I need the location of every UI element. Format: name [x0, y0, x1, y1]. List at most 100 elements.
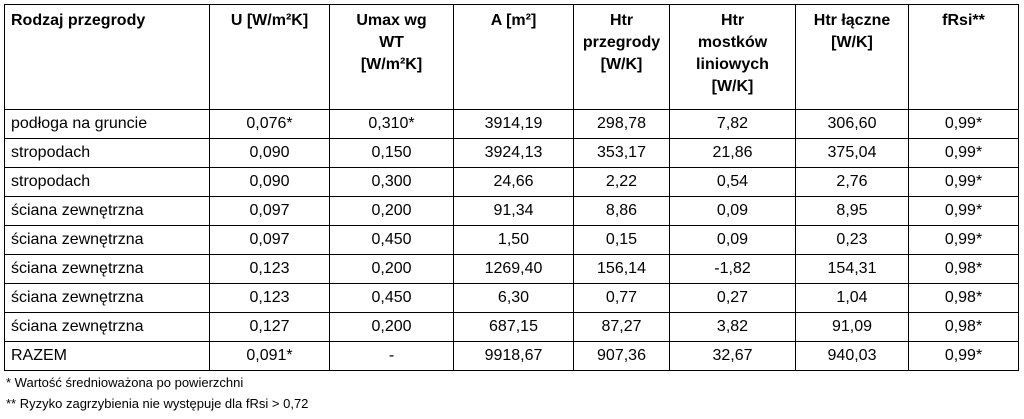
cell-a: 91,34	[453, 196, 574, 226]
cell-u: 0,123	[209, 254, 330, 284]
cell-frsi: 0,99*	[908, 196, 1019, 226]
cell-umax: 0,200	[329, 196, 454, 226]
header-line: [W/m²K]	[360, 56, 423, 73]
header-rodzaj-przegrody: Rodzaj przegrody	[4, 4, 210, 110]
cell-umax: 0,300	[329, 167, 454, 197]
header-frsi: fRsi**	[908, 4, 1019, 110]
cell-htr-przegrody: 8,86	[573, 196, 670, 226]
cell-u: 0,123	[209, 283, 330, 313]
cell-htr-mostkow: 0,09	[669, 196, 796, 226]
table-row: ściana zewnętrzna 0,097 0,200 91,34 8,86…	[4, 196, 1019, 226]
table-row-total: RAZEM 0,091* - 9918,67 907,36 32,67 940,…	[4, 341, 1019, 371]
cell-a: 24,66	[453, 167, 574, 197]
header-line: Htr	[609, 12, 634, 29]
cell-htr-mostkow: 21,86	[669, 138, 796, 168]
cell-u: 0,090	[209, 138, 330, 168]
cell-u: 0,127	[209, 312, 330, 342]
table-row: ściana zewnętrzna 0,123 0,200 1269,40 15…	[4, 254, 1019, 284]
cell-frsi: 0,98*	[908, 254, 1019, 284]
cell-htr-laczne: 8,95	[795, 196, 909, 226]
cell-htr-laczne: 0,23	[795, 225, 909, 255]
cell-htr-mostkow: 32,67	[669, 341, 796, 371]
cell-u: 0,097	[209, 196, 330, 226]
cell-a: 1,50	[453, 225, 574, 255]
cell-rodzaj: ściana zewnętrzna	[4, 196, 210, 226]
cell-frsi: 0,99*	[908, 109, 1019, 139]
footnote-weighted-average: * Wartość średnioważona po powierzchni	[6, 375, 244, 390]
cell-rodzaj: ściana zewnętrzna	[4, 225, 210, 255]
cell-htr-mostkow: 0,09	[669, 225, 796, 255]
table-row: ściana zewnętrzna 0,097 0,450 1,50 0,15 …	[4, 225, 1019, 255]
cell-frsi: 0,98*	[908, 283, 1019, 313]
cell-htr-przegrody: 156,14	[573, 254, 670, 284]
thermal-partitions-table: Rodzaj przegrody U [W/m²K] Umax wg WT [W…	[4, 4, 1019, 371]
header-line: A [m²]	[490, 12, 537, 29]
cell-htr-przegrody: 87,27	[573, 312, 670, 342]
table-row: ściana zewnętrzna 0,123 0,450 6,30 0,77 …	[4, 283, 1019, 313]
cell-htr-mostkow: -1,82	[669, 254, 796, 284]
header-line: [W/K]	[831, 34, 873, 51]
cell-frsi: 0,99*	[908, 167, 1019, 197]
header-row: Rodzaj przegrody U [W/m²K] Umax wg WT [W…	[4, 4, 1019, 110]
cell-rodzaj: ściana zewnętrzna	[4, 283, 210, 313]
cell-umax: 0,310*	[329, 109, 454, 139]
header-u: U [W/m²K]	[209, 4, 330, 110]
cell-rodzaj: ściana zewnętrzna	[4, 254, 210, 284]
cell-umax: 0,200	[329, 312, 454, 342]
cell-umax: 0,450	[329, 225, 454, 255]
cell-a: 1269,40	[453, 254, 574, 284]
table-row: stropodach 0,090 0,300 24,66 2,22 0,54 2…	[4, 167, 1019, 197]
cell-htr-przegrody: 907,36	[573, 341, 670, 371]
cell-a: 9918,67	[453, 341, 574, 371]
cell-htr-przegrody: 2,22	[573, 167, 670, 197]
header-line: WT	[379, 34, 404, 51]
table-row: podłoga na gruncie 0,076* 0,310* 3914,19…	[4, 109, 1019, 139]
cell-umax: 0,150	[329, 138, 454, 168]
cell-rodzaj: stropodach	[4, 167, 210, 197]
header-line: mostków	[697, 34, 768, 51]
cell-a: 3924,13	[453, 138, 574, 168]
header-line: [W/K]	[600, 56, 643, 73]
header-line: Htr łączne	[813, 12, 891, 29]
cell-frsi: 0,98*	[908, 312, 1019, 342]
cell-htr-laczne: 154,31	[795, 254, 909, 284]
header-line: Htr	[720, 12, 745, 29]
cell-a: 687,15	[453, 312, 574, 342]
header-line: przegrody	[582, 34, 661, 51]
header-line: Umax wg	[356, 12, 427, 29]
cell-htr-przegrody: 298,78	[573, 109, 670, 139]
cell-htr-mostkow: 7,82	[669, 109, 796, 139]
cell-htr-laczne: 375,04	[795, 138, 909, 168]
cell-umax: -	[329, 341, 454, 371]
header-line: U [W/m²K]	[230, 12, 309, 29]
header-a: A [m²]	[453, 4, 574, 110]
cell-htr-laczne: 2,76	[795, 167, 909, 197]
cell-frsi: 0,99*	[908, 225, 1019, 255]
cell-htr-przegrody: 0,15	[573, 225, 670, 255]
cell-htr-przegrody: 353,17	[573, 138, 670, 168]
cell-u: 0,097	[209, 225, 330, 255]
cell-umax: 0,450	[329, 283, 454, 313]
header-htr-mostkow: Htr mostków liniowych [W/K]	[669, 4, 796, 110]
header-htr-laczne: Htr łączne [W/K]	[795, 4, 909, 110]
header-line: [W/K]	[711, 78, 754, 95]
cell-a: 6,30	[453, 283, 574, 313]
cell-htr-mostkow: 3,82	[669, 312, 796, 342]
header-line: fRsi**	[942, 12, 985, 29]
cell-a: 3914,19	[453, 109, 574, 139]
footnotes: * Wartość średnioważona po powierzchni *…	[6, 372, 308, 414]
table-row: ściana zewnętrzna 0,127 0,200 687,15 87,…	[4, 312, 1019, 342]
cell-u: 0,076*	[209, 109, 330, 139]
cell-htr-mostkow: 0,27	[669, 283, 796, 313]
cell-u: 0,090	[209, 167, 330, 197]
cell-htr-mostkow: 0,54	[669, 167, 796, 197]
table-row: stropodach 0,090 0,150 3924,13 353,17 21…	[4, 138, 1019, 168]
cell-frsi: 0,99*	[908, 341, 1019, 371]
header-line: liniowych	[696, 56, 769, 73]
cell-rodzaj: ściana zewnętrzna	[4, 312, 210, 342]
cell-htr-przegrody: 0,77	[573, 283, 670, 313]
cell-u: 0,091*	[209, 341, 330, 371]
header-umax: Umax wg WT [W/m²K]	[329, 4, 454, 110]
cell-htr-laczne: 306,60	[795, 109, 909, 139]
cell-rodzaj: podłoga na gruncie	[4, 109, 210, 139]
